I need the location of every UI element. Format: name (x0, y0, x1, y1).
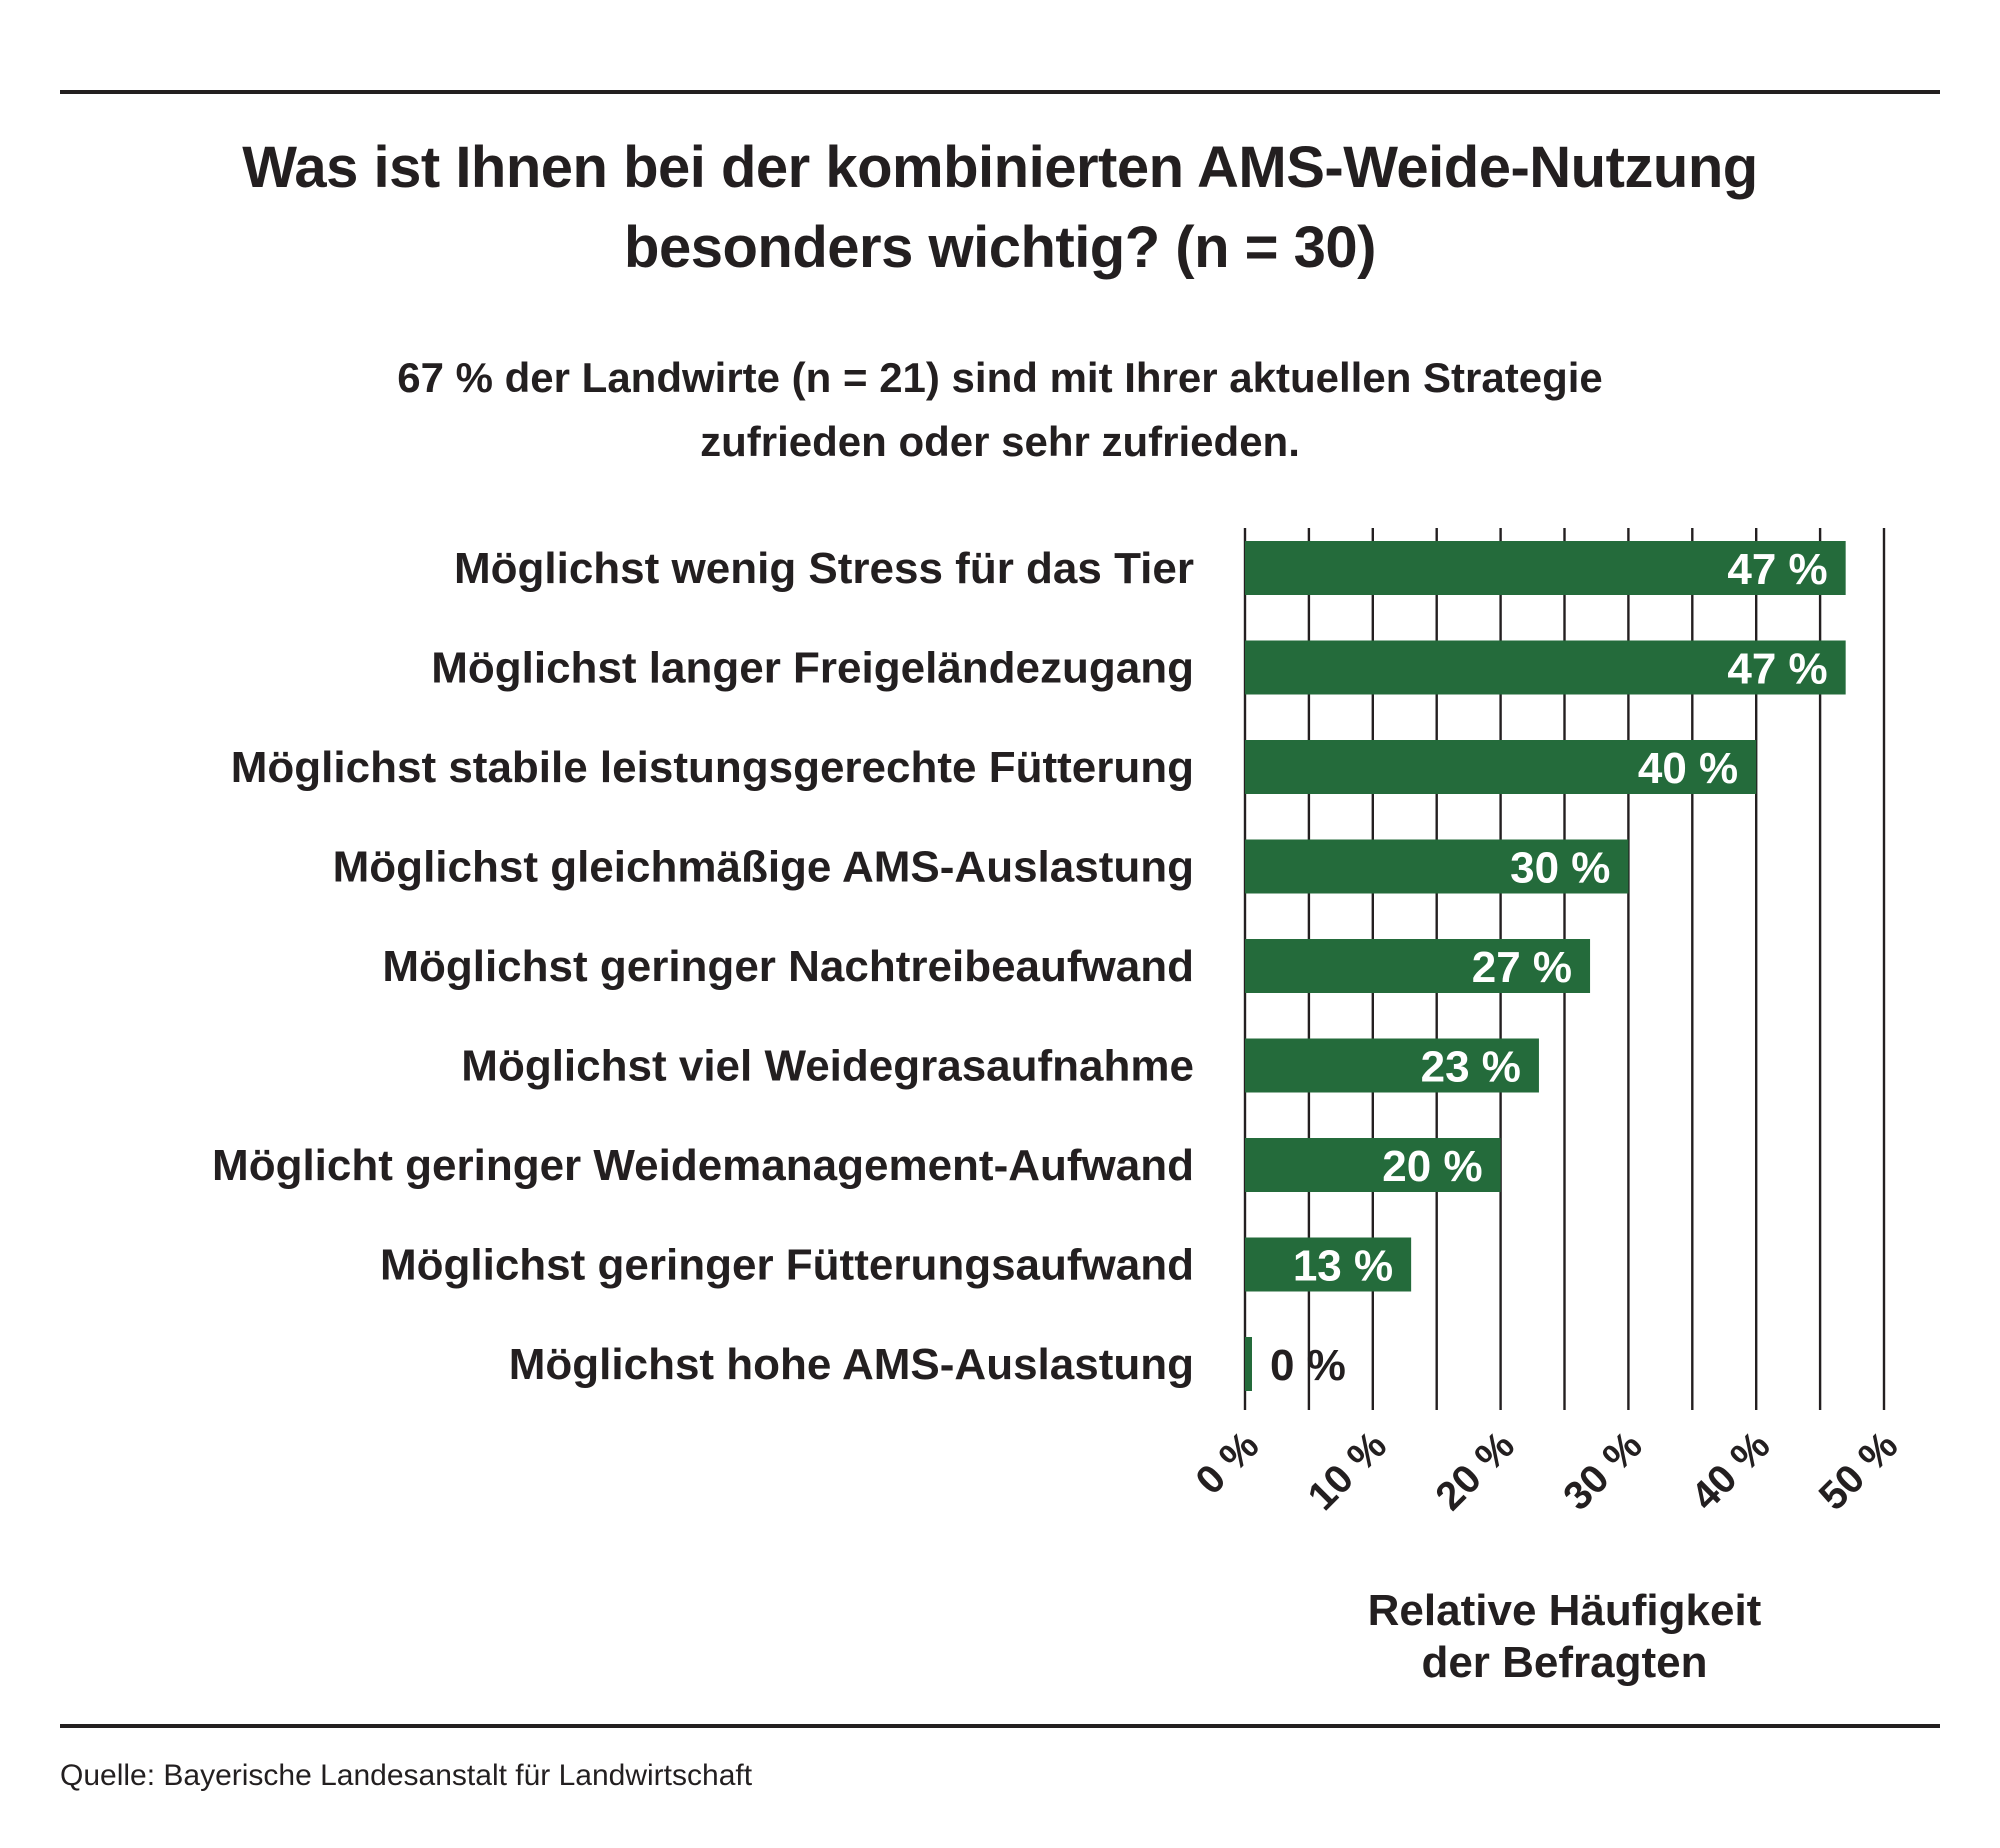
category-label: Möglicht geringer Weidemanagement-Aufwan… (212, 1141, 1194, 1190)
bar (1245, 939, 1591, 993)
bar (1245, 1038, 1539, 1093)
bottom-rule (60, 1724, 1940, 1728)
bar (1245, 1138, 1501, 1192)
value-labels: 47 % 47 % 40 % 30 % 27 % 23 % 20 % 13 % 0 % (1270, 545, 1828, 1390)
value-label: 13 % (1293, 1242, 1393, 1291)
bars (1245, 541, 1846, 1391)
category-label: Möglichst geringer Fütterungsaufwand (380, 1241, 1194, 1290)
title-line-1: Was ist Ihnen bei der kombinierten AMS-W… (242, 135, 1758, 200)
bar (1245, 740, 1757, 794)
chart-subtitle: 67 % der Landwirte (n = 21) sind mit Ihr… (0, 346, 2000, 474)
bar (1245, 839, 1629, 894)
x-tick-label: 40 % (1683, 1423, 1779, 1519)
x-axis-title-line: der Befragten (1421, 1638, 1707, 1687)
bar (1245, 541, 1846, 595)
bar (1245, 1237, 1412, 1292)
category-label: Möglichst gleichmäßige AMS-Auslastung (333, 843, 1194, 892)
value-label: 47 % (1727, 545, 1827, 594)
category-label: Möglichst geringer Nachtreibeaufwand (382, 942, 1194, 991)
value-label: 20 % (1382, 1142, 1482, 1191)
value-label: 0 % (1270, 1341, 1346, 1390)
source-note: Quelle: Bayerische Landesanstalt für Lan… (60, 1759, 753, 1792)
value-label: 47 % (1727, 645, 1827, 694)
value-label: 40 % (1638, 744, 1738, 793)
x-axis-title-line: Relative Häufigkeit (1368, 1586, 1762, 1635)
category-label: Möglichst wenig Stress für das Tier (454, 544, 1194, 593)
category-labels: Möglichst wenig Stress für das Tier Mögli… (212, 544, 1194, 1389)
subtitle-line-2: zufrieden oder sehr zufrieden. (700, 418, 1300, 465)
top-rule (60, 90, 1940, 94)
x-tick-label: 20 % (1427, 1423, 1523, 1519)
bar (1245, 640, 1846, 695)
value-label: 23 % (1421, 1043, 1521, 1092)
category-label: Möglichst hohe AMS-Auslastung (509, 1340, 1194, 1389)
x-tick-label: 50 % (1811, 1423, 1907, 1519)
x-tick-labels: 0 % 10 % 20 % 30 % 40 % 50 % (1188, 1423, 1907, 1519)
subtitle-line-1: 67 % der Landwirte (n = 21) sind mit Ihr… (397, 354, 1603, 401)
category-label: Möglichst stabile leistungsgerechte Fütt… (231, 743, 1194, 792)
chart-title: Was ist Ihnen bei der kombinierten AMS-W… (0, 128, 2000, 288)
category-label: Möglichst viel Weidegrasaufnahme (461, 1042, 1194, 1091)
value-label: 27 % (1472, 943, 1572, 992)
x-tick-label: 0 % (1188, 1423, 1268, 1503)
x-tick-label: 30 % (1555, 1423, 1651, 1519)
bar (1245, 1337, 1252, 1391)
category-label: Möglichst langer Freigeländezugang (431, 644, 1194, 693)
value-label: 30 % (1510, 844, 1610, 893)
title-line-2: besonders wichtig? (n = 30) (624, 215, 1376, 280)
x-tick-label: 10 % (1300, 1423, 1396, 1519)
